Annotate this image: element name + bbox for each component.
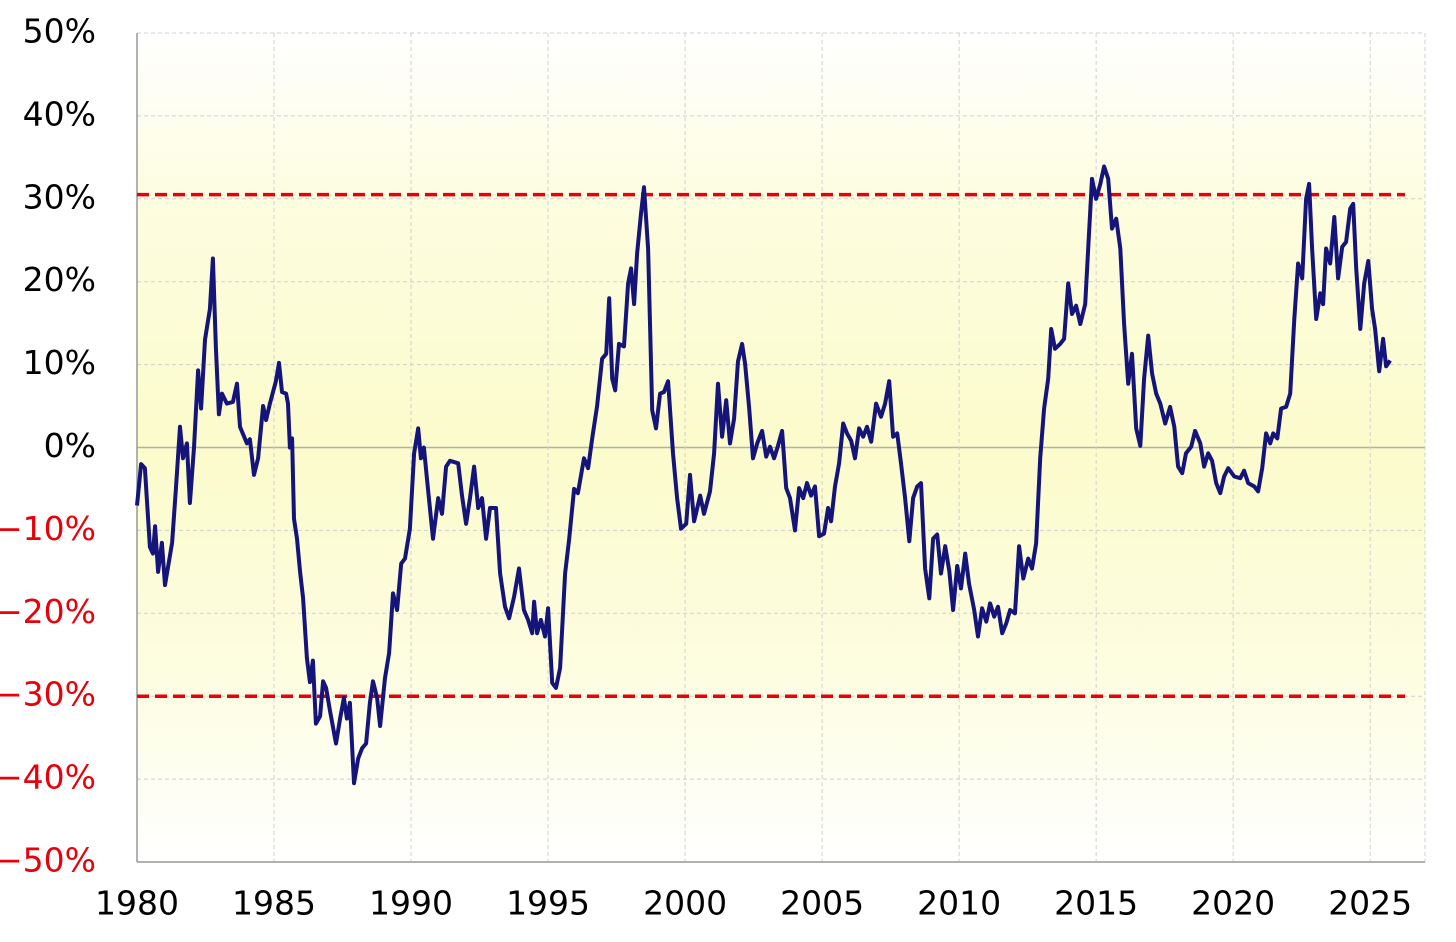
x-tick-label: 1990 — [369, 884, 453, 923]
y-tick-label: 40% — [23, 94, 96, 133]
y-tick-label: −50% — [0, 841, 96, 880]
data-line — [135, 164, 1392, 786]
x-tick-label: 1985 — [232, 884, 316, 923]
y-tick-label: −10% — [0, 509, 96, 548]
y-tick-label: 10% — [23, 343, 96, 382]
y-tick-label: 20% — [23, 260, 96, 299]
x-tick-label: 2020 — [1191, 884, 1275, 923]
y-tick-label: 0% — [44, 426, 96, 465]
y-tick-label: −30% — [0, 675, 96, 714]
x-tick-label: 2015 — [1054, 884, 1138, 923]
x-tick-label: 2005 — [780, 884, 864, 923]
x-tick-label: 1995 — [506, 884, 590, 923]
x-tick-label: 2000 — [643, 884, 727, 923]
y-tick-label: −20% — [0, 592, 96, 631]
x-tick-label: 1980 — [95, 884, 179, 923]
y-tick-label: −40% — [0, 758, 96, 797]
y-tick-label: 50% — [23, 12, 96, 51]
x-tick-label: 2025 — [1328, 884, 1412, 923]
x-tick-label: 2010 — [917, 884, 1001, 923]
y-tick-label: 30% — [23, 177, 96, 216]
